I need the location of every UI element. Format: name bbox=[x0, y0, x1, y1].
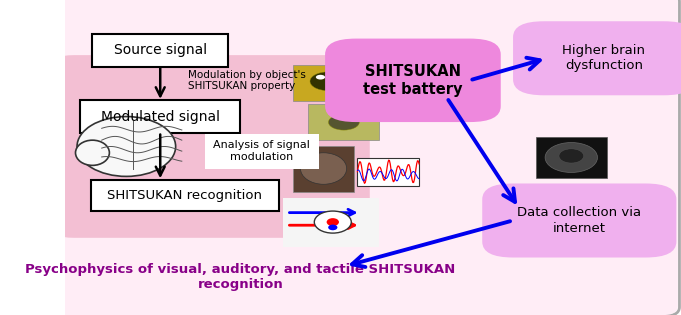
Text: Higher brain
dysfunction: Higher brain dysfunction bbox=[563, 44, 646, 72]
FancyBboxPatch shape bbox=[308, 104, 379, 140]
FancyBboxPatch shape bbox=[93, 34, 228, 67]
FancyBboxPatch shape bbox=[358, 158, 419, 186]
Text: Analysis of signal
modulation: Analysis of signal modulation bbox=[213, 140, 311, 162]
Ellipse shape bbox=[559, 149, 584, 163]
FancyBboxPatch shape bbox=[283, 198, 379, 247]
Ellipse shape bbox=[327, 218, 339, 226]
FancyBboxPatch shape bbox=[49, 55, 370, 238]
FancyBboxPatch shape bbox=[513, 21, 681, 95]
FancyBboxPatch shape bbox=[205, 134, 319, 169]
Text: SHITSUKAN recognition: SHITSUKAN recognition bbox=[108, 189, 262, 202]
Ellipse shape bbox=[316, 75, 325, 80]
Text: Modulated signal: Modulated signal bbox=[101, 110, 220, 123]
Ellipse shape bbox=[328, 114, 360, 130]
FancyBboxPatch shape bbox=[49, 0, 678, 315]
Text: Source signal: Source signal bbox=[114, 43, 207, 57]
Text: Data collection via
internet: Data collection via internet bbox=[518, 207, 642, 234]
Ellipse shape bbox=[328, 225, 337, 230]
Text: Psychophysics of visual, auditory, and tactile SHITSUKAN
recognition: Psychophysics of visual, auditory, and t… bbox=[25, 263, 456, 291]
Ellipse shape bbox=[300, 153, 347, 184]
FancyBboxPatch shape bbox=[91, 180, 279, 211]
Ellipse shape bbox=[76, 140, 110, 165]
FancyBboxPatch shape bbox=[482, 183, 676, 258]
Ellipse shape bbox=[545, 142, 597, 173]
Ellipse shape bbox=[77, 117, 176, 176]
FancyBboxPatch shape bbox=[293, 146, 354, 192]
Ellipse shape bbox=[310, 72, 347, 91]
Ellipse shape bbox=[315, 211, 351, 233]
Text: SHITSUKAN
test battery: SHITSUKAN test battery bbox=[363, 64, 462, 96]
Text: Modulation by object's
SHITSUKAN property: Modulation by object's SHITSUKAN propert… bbox=[188, 70, 306, 91]
FancyBboxPatch shape bbox=[536, 137, 607, 178]
FancyBboxPatch shape bbox=[293, 65, 364, 101]
FancyBboxPatch shape bbox=[80, 100, 240, 133]
FancyBboxPatch shape bbox=[48, 0, 680, 315]
FancyBboxPatch shape bbox=[325, 39, 501, 122]
